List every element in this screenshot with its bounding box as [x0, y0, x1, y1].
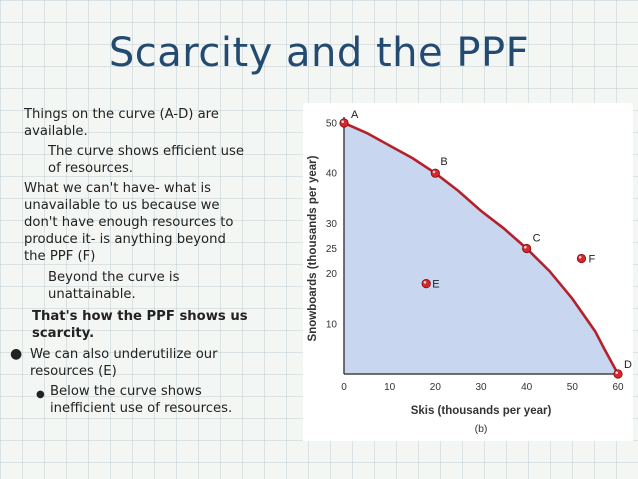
feasible-region: [344, 123, 618, 374]
point-highlight: [423, 281, 427, 284]
y-tick-label: 25: [326, 244, 338, 255]
point-highlight: [524, 245, 527, 249]
x-axis-label: Skis (thousands per year): [411, 405, 552, 417]
bullet-item: Things on the curve (A-D) are available.: [24, 106, 219, 140]
point-highlight: [432, 170, 436, 174]
point-highlight: [615, 371, 618, 375]
bullet-item: ● We can also underutilize our resources…: [10, 346, 218, 380]
bullet-item: That's how the PPF shows us scarcity.: [32, 308, 248, 342]
bullet-text: Below the curve shows inefficient use of…: [50, 384, 233, 416]
point-c-marker: [522, 243, 532, 254]
ppf-curve: [343, 121, 620, 375]
x-tick-label: 50: [567, 382, 579, 393]
bullet-text: That's how the PPF shows us scarcity.: [32, 309, 248, 341]
x-tick-label: 40: [521, 382, 533, 393]
y-axis-label: Snowboards (thousands per year): [307, 155, 319, 341]
ppf-chart: 0 10 20 30 40 50 60 10 20 25 30 40 50 Skis (thousands…: [307, 109, 632, 435]
point-c-label: C: [533, 233, 541, 245]
point-f-label: F: [588, 254, 595, 266]
x-tick-label: 10: [384, 382, 396, 393]
x-tick-label: 20: [430, 382, 442, 393]
bullet-dot-icon: ●: [36, 389, 45, 400]
x-tick-label: 60: [612, 382, 624, 393]
x-tick-label: 0: [341, 382, 347, 393]
y-tick-label: 40: [326, 169, 338, 180]
bullet-item: Beyond the curve is unattainable.: [48, 269, 179, 303]
y-tick-label: 10: [326, 319, 338, 330]
bullet-item: ● Below the curve shows inefficient use …: [36, 383, 233, 417]
point-e-marker: [421, 279, 431, 289]
slide-title: Scarcity and the PPF: [108, 30, 530, 76]
point-a-marker: [339, 118, 349, 128]
bullet-text: We can also underutilize our resources (…: [30, 347, 218, 379]
bullet-text: The curve shows efficient use of resourc…: [48, 144, 244, 176]
point-e-label: E: [432, 279, 439, 291]
bullet-text: What we can't have- what is unavailable …: [24, 181, 234, 264]
bullet-item: The curve shows efficient use of resourc…: [48, 143, 244, 177]
chart-caption: (b): [475, 423, 488, 435]
y-tick-label: 30: [326, 219, 338, 230]
point-d-marker: [613, 369, 623, 379]
bullet-text: Beyond the curve is unattainable.: [48, 270, 180, 302]
bullet-dot-icon: ●: [10, 346, 23, 362]
y-tick-label: 20: [326, 269, 338, 280]
ppf-chart-panel: 0 10 20 30 40 50 60 10 20 25 30 40 50 Skis (thousands…: [303, 103, 633, 441]
point-d-label: D: [624, 359, 632, 371]
point-b-label: B: [440, 156, 447, 168]
bullet-item: What we can't have- what is unavailable …: [24, 180, 234, 265]
point-highlight: [341, 120, 344, 123]
point-b-marker: [430, 168, 440, 178]
y-tick-label: 50: [326, 119, 338, 130]
point-highlight: [578, 255, 582, 259]
point-f-marker: [576, 253, 587, 264]
bullet-text: Things on the curve (A-D) are available.: [24, 107, 219, 139]
x-tick-label: 30: [475, 382, 487, 393]
point-a-label: A: [351, 109, 359, 121]
